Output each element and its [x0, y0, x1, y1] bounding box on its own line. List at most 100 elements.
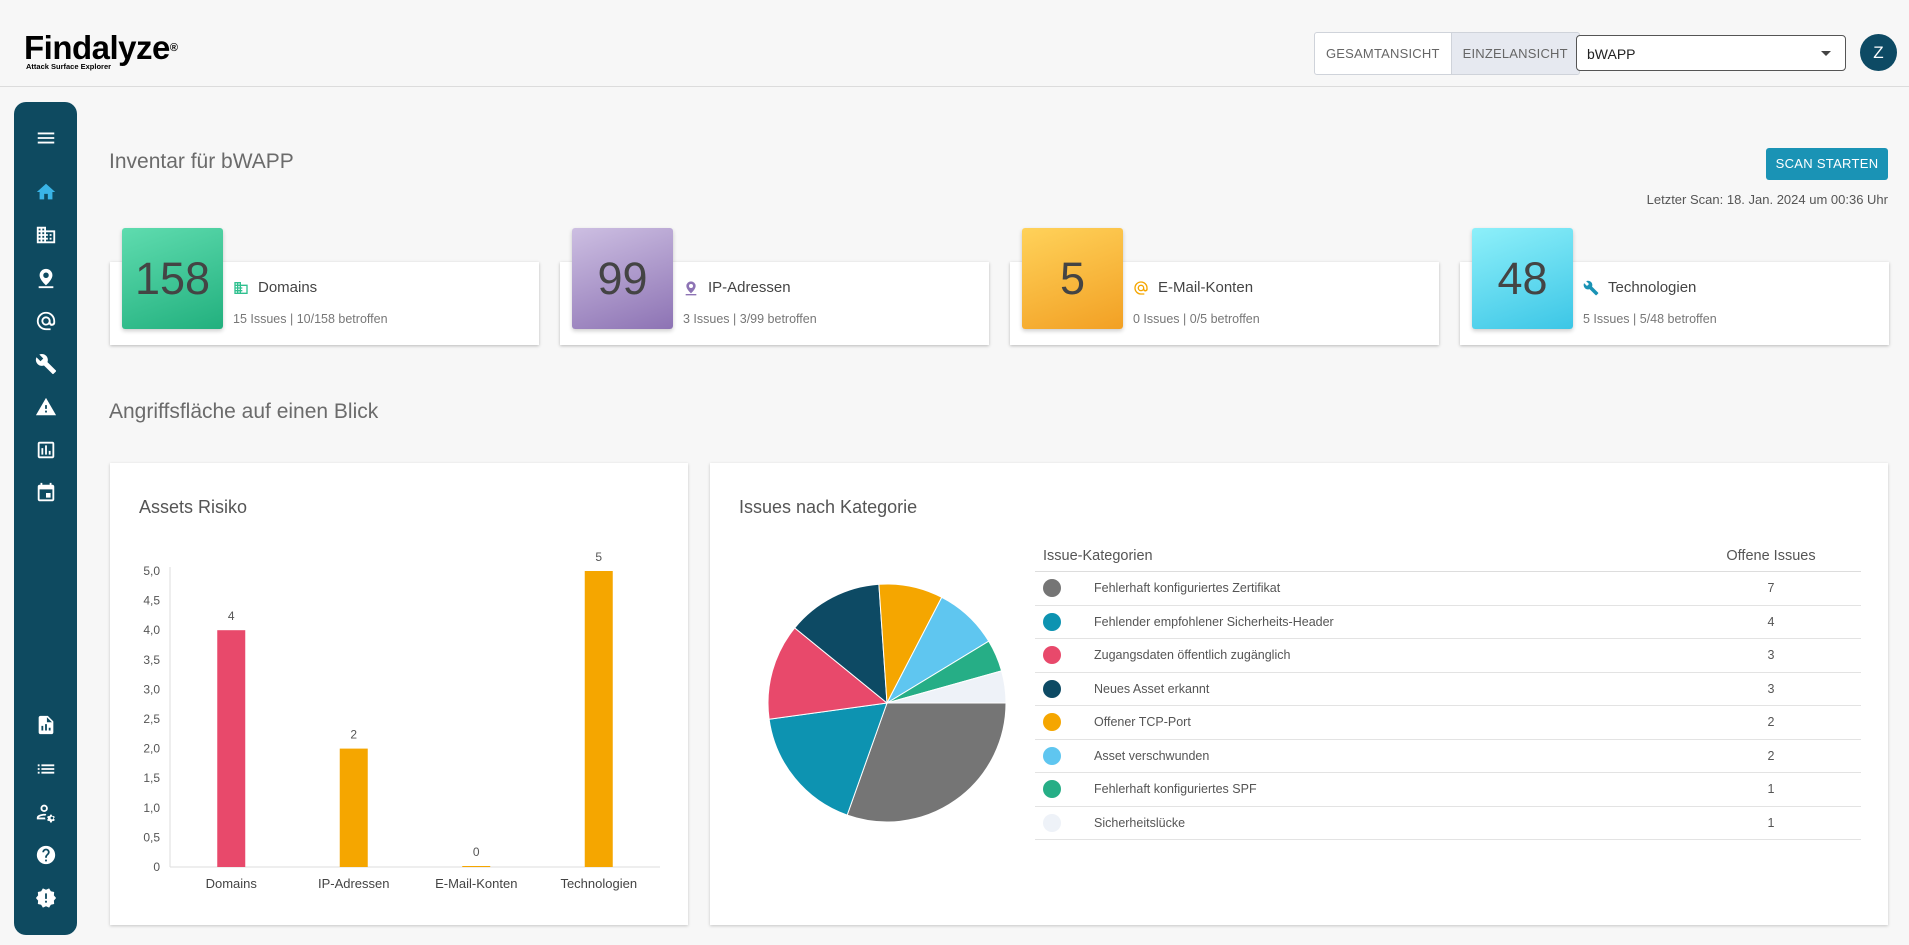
- warning-icon[interactable]: [34, 395, 58, 419]
- stat-value-email-accounts: 5: [1022, 228, 1123, 329]
- table-row[interactable]: Asset verschwunden 2: [1035, 740, 1861, 773]
- chevron-down-icon: [1821, 51, 1831, 56]
- asset-select-value: bWAPP: [1587, 46, 1636, 62]
- bar: [339, 748, 368, 867]
- logo-text: Findalyze: [24, 29, 170, 66]
- building-icon[interactable]: [34, 223, 58, 247]
- wrench-icon: [1583, 280, 1599, 295]
- ip-location-icon: [685, 280, 697, 295]
- category-name: Offener TCP-Port: [1094, 715, 1191, 730]
- category-name: Fehlerhaft konfiguriertes Zertifikat: [1094, 581, 1281, 596]
- legend-color-dot: [1043, 813, 1061, 832]
- user-settings-icon[interactable]: [34, 800, 58, 824]
- open-issues-count: 2: [1767, 715, 1775, 730]
- scan-start-button[interactable]: SCAN STARTEN: [1766, 148, 1888, 180]
- table-row[interactable]: Fehlerhaft konfiguriertes Zertifikat 7: [1035, 572, 1861, 606]
- stat-value-ip-addresses: 99: [572, 228, 673, 329]
- pie-slice: [768, 702, 888, 816]
- stat-label-technologies: Technologien: [1583, 279, 1696, 296]
- risk-chart-title: Assets Risiko: [139, 497, 248, 517]
- page-title: Inventar für bWAPP: [109, 150, 294, 173]
- table-row[interactable]: Fehlender empfohlener Sicherheits-Header…: [1035, 606, 1861, 639]
- legend-color-dot: [1043, 780, 1061, 799]
- bar-value-label: 5: [595, 550, 602, 564]
- bar: [462, 866, 491, 867]
- home-icon[interactable]: [34, 180, 58, 204]
- sidebar: [14, 102, 77, 935]
- y-tick-label: 2,5: [143, 712, 160, 726]
- badge-icon[interactable]: [34, 886, 58, 910]
- x-tick-label: Domains: [206, 876, 258, 891]
- ip-location-icon[interactable]: [34, 266, 58, 290]
- x-tick-label: Technologien: [560, 876, 637, 891]
- table-row[interactable]: Neues Asset erkannt 3: [1035, 673, 1861, 706]
- legend-color-dot: [1043, 646, 1061, 665]
- legend-color-dot: [1043, 713, 1061, 732]
- stat-sub-ip-addresses: 3 Issues | 3/99 betroffen: [683, 312, 817, 326]
- menu-icon[interactable]: [34, 126, 58, 150]
- assets-risk-panel: Assets Risiko 0 0,5 1,0 1,5 2,0 2,5 3,0 3,5 4,0 4…: [110, 463, 688, 925]
- open-issues-count: 4: [1767, 614, 1775, 629]
- toggle-einzelansicht[interactable]: EINZELANSICHT: [1450, 33, 1579, 74]
- toggle-gesamtansicht[interactable]: GESAMTANSICHT: [1326, 46, 1440, 61]
- y-tick-label: 1,5: [143, 771, 160, 785]
- y-tick-label: 2,0: [143, 742, 160, 756]
- category-name: Sicherheitslücke: [1094, 815, 1186, 830]
- open-issues-count: 1: [1767, 815, 1775, 830]
- table-row[interactable]: Zugangsdaten öffentlich zugänglich 3: [1035, 639, 1861, 673]
- y-tick-label: 4,0: [143, 623, 160, 637]
- table-row[interactable]: Offener TCP-Port 2: [1035, 706, 1861, 740]
- x-tick-label: IP-Adressen: [318, 876, 390, 891]
- stat-sub-email-accounts: 0 Issues | 0/5 betroffen: [1133, 312, 1260, 326]
- open-issues-count: 3: [1767, 648, 1775, 663]
- table-row[interactable]: Sicherheitslücke 1: [1035, 807, 1861, 840]
- chart-icon[interactable]: [34, 438, 58, 462]
- y-tick-label: 5,0: [143, 564, 160, 578]
- stat-label-ip-addresses: IP-Adressen: [683, 279, 791, 296]
- calendar-icon[interactable]: [34, 481, 58, 505]
- x-tick-label: E-Mail-Konten: [435, 876, 517, 891]
- category-name: Zugangsdaten öffentlich zugänglich: [1094, 648, 1291, 663]
- bar: [217, 630, 246, 867]
- risk-bar-chart: 0 0,5 1,0 1,5 2,0 2,5 3,0 3,5 4,0 4,5 5,0 4 Domains 2…: [143, 550, 660, 891]
- category-name: Neues Asset erkannt: [1094, 681, 1210, 696]
- y-tick-label: 0: [153, 860, 160, 874]
- logo-mark: ®: [169, 42, 178, 54]
- findalyze-logo[interactable]: Findalyze® Attack Surface Explorer: [24, 29, 178, 72]
- pie-slice: [767, 627, 889, 720]
- y-tick-label: 4,5: [143, 594, 160, 608]
- stat-label-text: IP-Adressen: [708, 279, 791, 296]
- open-issues-count: 2: [1767, 748, 1775, 763]
- bar-value-label: 4: [228, 609, 235, 623]
- building-icon: [234, 281, 248, 294]
- open-issues-count: 7: [1767, 581, 1775, 596]
- user-avatar[interactable]: Z: [1860, 34, 1897, 71]
- legend-color-dot: [1043, 612, 1061, 631]
- stat-value-domains: 158: [122, 228, 223, 329]
- stat-label-email-accounts: E-Mail-Konten: [1133, 279, 1253, 296]
- stat-sub-technologies: 5 Issues | 5/48 betroffen: [1583, 312, 1717, 326]
- last-scan-timestamp: Letzter Scan: 18. Jan. 2024 um 00:36 Uhr: [1646, 192, 1888, 207]
- pie-slice: [793, 583, 888, 705]
- legend-color-dot: [1043, 746, 1061, 765]
- category-name: Fehlerhaft konfiguriertes SPF: [1094, 782, 1257, 797]
- stat-label-text: Technologien: [1608, 279, 1697, 296]
- at-icon: [1134, 280, 1148, 295]
- view-toggle: GESAMTANSICHT EINZELANSICHT: [1314, 32, 1580, 75]
- list-icon[interactable]: [34, 757, 58, 781]
- issues-pie-chart: [767, 583, 1007, 823]
- issues-category-table: Issue-Kategorien Offene Issues Fehlerhaf…: [1035, 540, 1861, 840]
- at-icon[interactable]: [34, 309, 58, 333]
- pie-slice: [846, 702, 1007, 823]
- category-name: Asset verschwunden: [1094, 748, 1210, 763]
- table-row[interactable]: Fehlerhaft konfiguriertes SPF 1: [1035, 773, 1861, 807]
- wrench-icon[interactable]: [34, 352, 58, 376]
- legend-color-dot: [1043, 579, 1061, 598]
- report-icon[interactable]: [34, 713, 58, 737]
- help-icon[interactable]: [34, 843, 58, 867]
- bar-value-label: 0: [473, 845, 480, 859]
- y-tick-label: 1,0: [143, 801, 160, 815]
- y-tick-label: 0,5: [143, 830, 160, 844]
- issues-chart-title: Issues nach Kategorie: [739, 497, 918, 517]
- asset-select[interactable]: bWAPP: [1576, 35, 1846, 71]
